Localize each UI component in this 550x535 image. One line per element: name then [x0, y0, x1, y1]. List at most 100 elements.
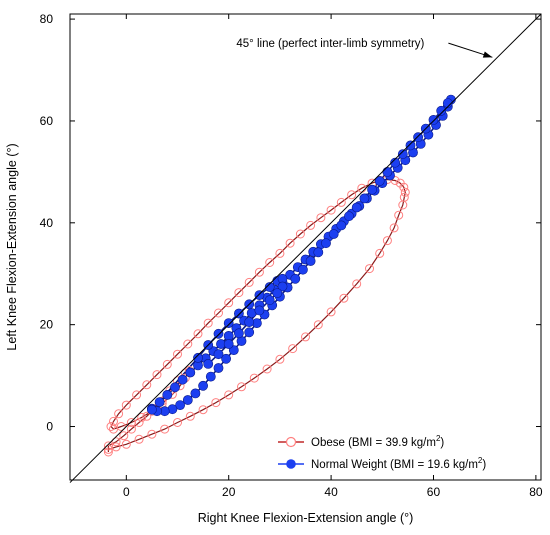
- data-point-normal-weight-99: [203, 358, 214, 369]
- data-point-obese-41: [295, 229, 305, 239]
- data-point-normal-weight-76: [175, 400, 185, 410]
- data-point-obese-48: [224, 298, 234, 308]
- data-point-obese-81: [111, 437, 121, 447]
- data-point-normal-weight-43: [428, 115, 439, 125]
- data-point-normal-weight-50: [374, 176, 385, 186]
- data-point-normal-weight-56: [328, 229, 339, 239]
- reference-line-label: 45° line (perfect inter-limb symmetry): [236, 38, 424, 50]
- data-point-normal-weight-60: [297, 264, 308, 275]
- data-point-obese-2: [121, 439, 131, 449]
- data-point-normal-weight-2: [162, 389, 173, 400]
- data-point-obese-77: [142, 411, 152, 421]
- y-axis-label: Left Knee Flexion-Extension angle (°): [5, 143, 19, 350]
- data-point-normal-weight-3: [170, 382, 180, 393]
- data-point-normal-weight-58: [313, 247, 324, 258]
- data-point-obese-40: [306, 220, 316, 230]
- x-axis-label: Right Knee Flexion-Extension angle (°): [198, 511, 414, 525]
- legend-item-normal-weight: Normal Weight (BMI = 19.6 kg/m2): [278, 456, 486, 471]
- data-point-obese-62: [109, 424, 118, 434]
- data-point-obese-28: [400, 187, 410, 197]
- data-point-obese-53: [173, 349, 182, 359]
- x-tick-label-0: 0: [123, 485, 130, 499]
- data-point-obese-15: [288, 344, 298, 354]
- data-point-normal-weight-70: [221, 353, 231, 364]
- data-point-normal-weight-48: [390, 157, 400, 168]
- data-point-normal-weight-81: [193, 352, 203, 363]
- series-line-obese: [107, 178, 406, 452]
- data-point-obese-59: [114, 409, 124, 419]
- data-point-obese-5: [160, 424, 170, 434]
- data-point-normal-weight-42: [436, 105, 447, 116]
- x-tick-label-40: 40: [324, 485, 338, 499]
- data-point-obese-46: [244, 277, 254, 287]
- data-point-obese-54: [162, 359, 172, 369]
- data-point-obese-78: [134, 418, 144, 427]
- data-point-obese-61: [106, 422, 116, 431]
- data-points: [103, 94, 456, 457]
- data-point-normal-weight-47: [397, 149, 408, 159]
- data-point-obese-7: [185, 411, 195, 421]
- reference-45-line: [69, 13, 542, 483]
- data-point-obese-43: [275, 248, 285, 258]
- data-point-normal-weight-88: [264, 282, 275, 292]
- legend-label-obese: Obese (BMI = 39.9 kg/m2): [311, 434, 444, 449]
- data-point-obese-83: [103, 447, 113, 457]
- data-point-normal-weight-61: [290, 273, 301, 284]
- data-point-obese-19: [339, 293, 349, 303]
- data-point-obese-42: [285, 238, 295, 248]
- data-point-normal-weight-91: [277, 281, 288, 292]
- data-point-normal-weight-96: [233, 328, 244, 339]
- data-point-obese-57: [132, 390, 142, 400]
- data-point-obese-55: [152, 370, 162, 380]
- legend: Obese (BMI = 39.9 kg/m2) Normal Weight (…: [272, 428, 512, 472]
- legend-item-obese: Obese (BMI = 39.9 kg/m2): [278, 434, 444, 449]
- legend-marker-normal-weight: [286, 459, 296, 469]
- data-point-normal-weight-41: [442, 98, 453, 108]
- data-point-obese-45: [254, 267, 264, 277]
- y-tick-label-20: 20: [40, 318, 54, 332]
- y-tick-label-60: 60: [40, 114, 54, 128]
- data-point-obese-14: [275, 354, 285, 364]
- data-point-normal-weight-46: [405, 140, 416, 151]
- data-point-normal-weight-1: [154, 397, 165, 407]
- data-point-obese-4: [147, 429, 157, 439]
- data-point-normal-weight-51: [367, 184, 377, 195]
- data-point-obese-24: [389, 223, 399, 233]
- data-point-obese-13: [262, 364, 272, 374]
- legend-label-normal-weight: Normal Weight (BMI = 19.6 kg/m2): [311, 456, 486, 471]
- data-point-normal-weight-80: [146, 404, 157, 415]
- data-point-normal-weight-67: [244, 327, 255, 338]
- data-point-normal-weight-74: [190, 388, 201, 399]
- data-point-obese-80: [119, 431, 129, 441]
- data-point-obese-12: [249, 373, 259, 383]
- data-point-normal-weight-4: [177, 374, 188, 385]
- y-tick-label-40: 40: [40, 216, 54, 230]
- data-point-normal-weight-83: [213, 328, 224, 339]
- data-point-obese-44: [265, 258, 275, 267]
- data-point-normal-weight-98: [213, 349, 224, 360]
- data-point-normal-weight-93: [264, 295, 275, 306]
- data-point-normal-weight-45: [413, 132, 423, 143]
- data-point-normal-weight-71: [213, 363, 224, 373]
- data-point-obese-8: [198, 405, 208, 415]
- x-tick-label-60: 60: [427, 485, 441, 499]
- data-point-obese-50: [203, 318, 213, 328]
- legend-marker-obese: [285, 436, 297, 448]
- data-point-obese-21: [365, 264, 374, 274]
- data-point-normal-weight-85: [233, 308, 244, 319]
- y-tick-label-80: 80: [40, 12, 54, 26]
- data-point-obese-27: [399, 192, 409, 202]
- data-point-obese-11: [237, 382, 246, 392]
- data-point-obese-82: [103, 441, 113, 451]
- plot-frame: [69, 13, 542, 481]
- data-point-normal-weight-57: [321, 238, 331, 249]
- data-point-normal-weight-75: [182, 395, 193, 405]
- data-point-obese-47: [234, 288, 244, 298]
- data-point-normal-weight-73: [198, 380, 208, 391]
- data-point-obese-25: [394, 210, 404, 220]
- data-point-normal-weight-54: [344, 211, 354, 222]
- data-point-normal-weight-49: [382, 166, 393, 177]
- x-tick-label-80: 80: [529, 485, 543, 499]
- data-point-normal-weight-72: [205, 371, 216, 382]
